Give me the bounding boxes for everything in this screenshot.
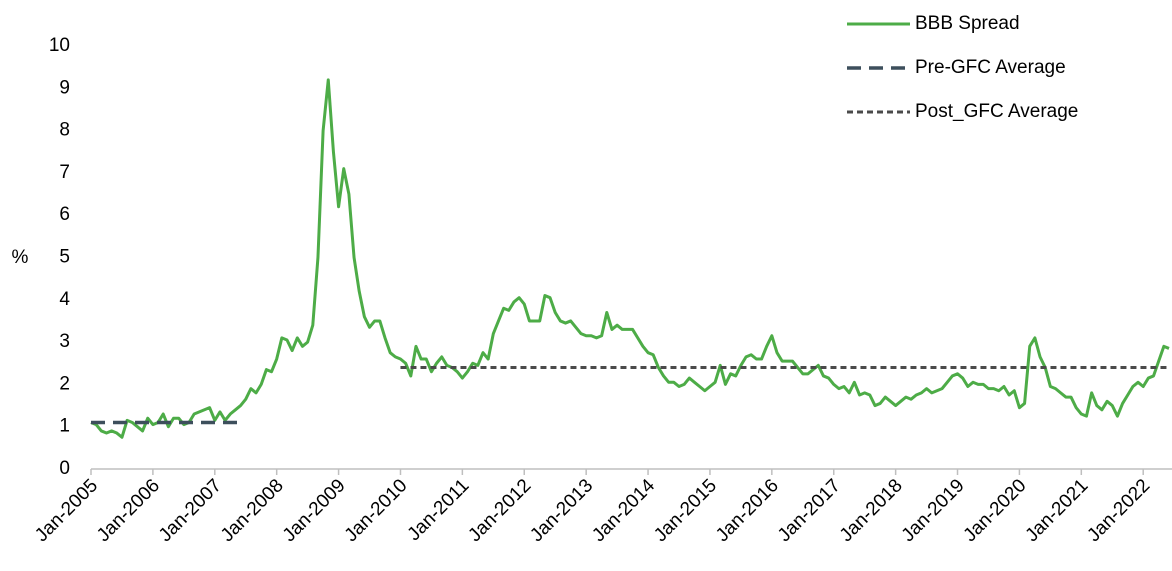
x-tick-label: Jan-2013 xyxy=(526,475,597,546)
x-tick-label: Jan-2017 xyxy=(774,475,845,546)
legend-label: BBB Spread xyxy=(915,13,1020,34)
y-tick-label: 9 xyxy=(59,77,70,98)
x-tick-label: Jan-2022 xyxy=(1083,475,1154,546)
y-tick-label: 5 xyxy=(59,247,70,268)
legend-label: Post_GFC Average xyxy=(915,101,1078,122)
y-tick-label: 6 xyxy=(59,204,70,225)
x-tick-label: Jan-2019 xyxy=(898,475,969,546)
x-tick-label: Jan-2006 xyxy=(93,475,164,546)
x-tick-label: Jan-2021 xyxy=(1022,475,1093,546)
y-tick-label: 10 xyxy=(49,35,70,56)
legend-label: Pre-GFC Average xyxy=(915,57,1066,78)
y-axis-label: % xyxy=(12,247,29,268)
x-tick-label: Jan-2010 xyxy=(341,475,412,546)
x-tick-label: Jan-2015 xyxy=(650,475,721,546)
x-tick-label: Jan-2005 xyxy=(31,475,102,546)
y-tick-label: 0 xyxy=(59,458,70,479)
series-line xyxy=(90,78,1170,439)
y-tick-label: 2 xyxy=(59,373,70,394)
x-tick-label: Jan-2016 xyxy=(712,475,783,546)
x-tick-label: Jan-2014 xyxy=(588,475,659,546)
x-tick-label: Jan-2018 xyxy=(836,475,907,546)
x-tick-label: Jan-2020 xyxy=(960,475,1031,546)
x-tick-label: Jan-2007 xyxy=(155,475,226,546)
y-tick-label: 1 xyxy=(59,416,70,437)
x-tick-label: Jan-2012 xyxy=(464,475,535,546)
x-tick-label: Jan-2008 xyxy=(217,475,288,546)
y-tick-label: 7 xyxy=(59,162,70,183)
x-tick-label: Jan-2009 xyxy=(279,475,350,546)
y-tick-label: 8 xyxy=(59,120,70,141)
x-tick-label: Jan-2011 xyxy=(404,475,474,545)
y-tick-label: 4 xyxy=(59,289,70,310)
y-tick-label: 3 xyxy=(59,331,70,352)
